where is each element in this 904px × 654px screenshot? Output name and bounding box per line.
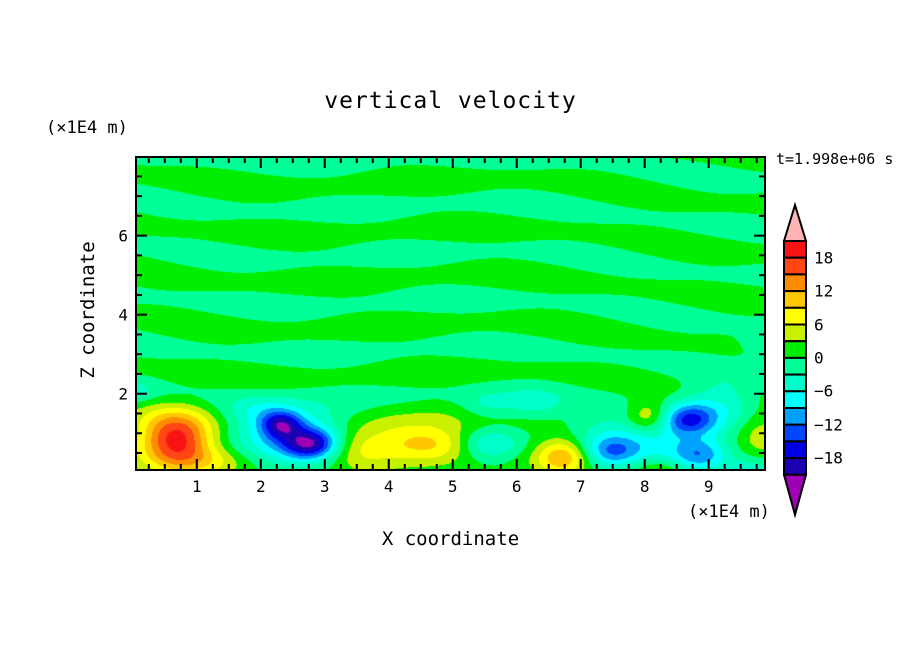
colorbar-cell	[783, 290, 807, 309]
colorbar-cell	[783, 256, 807, 276]
y-tick-label: 6	[118, 226, 128, 246]
y-tick-label: 2	[118, 384, 128, 404]
contour-field-canvas	[136, 157, 765, 470]
colorbar-under-arrow	[782, 473, 808, 519]
y-axis-title: Z coordinate	[77, 241, 99, 379]
colorbar-cell	[783, 457, 807, 476]
time-annotation: t=1.998e+06 s	[776, 150, 894, 168]
x-tick-label: 6	[511, 477, 522, 496]
colorbar-tick-label: 12	[814, 281, 834, 301]
plot-title: vertical velocity	[324, 88, 577, 114]
x-tick-label: 2	[255, 477, 266, 496]
colorbar-cell	[783, 340, 807, 359]
colorbar-over-arrow	[782, 201, 808, 242]
colorbar-cell	[783, 407, 807, 426]
colorbar-tick-label: 6	[814, 315, 824, 334]
colorbar-tick-label: −12	[814, 415, 843, 435]
colorbar-tick-label: 0	[814, 348, 824, 368]
colorbar-cell	[783, 306, 807, 326]
x-tick-label: 9	[703, 477, 714, 496]
colorbar-cell	[783, 423, 807, 443]
colorbar-cell	[783, 440, 807, 460]
y-tick-label: 4	[118, 305, 128, 325]
colorbar-cell	[783, 240, 807, 259]
y-axis-unit-label: (×1E4 m)	[46, 118, 128, 138]
x-axis-title: X coordinate	[381, 528, 520, 550]
colorbar-tick-label: 18	[814, 248, 834, 268]
colorbar-cell	[783, 390, 807, 409]
x-tick-label: 8	[639, 477, 650, 496]
x-tick-label: 3	[319, 477, 330, 496]
x-tick-label: 1	[191, 477, 202, 496]
colorbar-cell	[783, 323, 807, 343]
colorbar-tick-label: −18	[814, 448, 843, 468]
colorbar-cell	[783, 373, 807, 393]
x-tick-label: 5	[447, 477, 458, 496]
colorbar-cell	[783, 273, 807, 293]
x-tick-label: 7	[575, 477, 586, 496]
colorbar-tick-label: −6	[814, 381, 834, 401]
x-tick-label: 4	[383, 477, 394, 496]
plot-frame	[135, 156, 766, 471]
x-axis-unit-label: (×1E4 m)	[688, 502, 770, 522]
colorbar-cell	[783, 356, 807, 376]
